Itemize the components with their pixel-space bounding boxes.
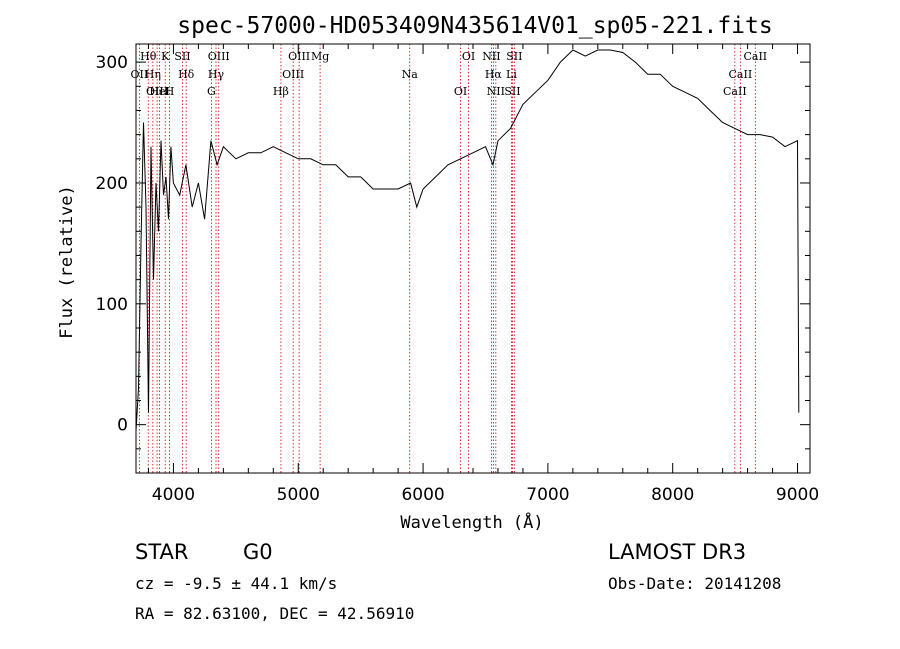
line-marker-label: Mg [311, 50, 329, 63]
line-marker-label: SII [504, 85, 520, 98]
x-tick-label: 5000 [277, 485, 320, 505]
x-tick-label: 9000 [776, 485, 819, 505]
survey-name: LAMOST DR3 [608, 540, 747, 564]
line-marker-label: HeI [149, 85, 169, 98]
line-marker-label: Hγ [208, 68, 225, 81]
line-marker-labels: HθOIIOIIIKHδHeISIIHηHOIIIHγGOIIIOIIIHβMg… [131, 50, 768, 98]
line-marker-label: OII [131, 68, 149, 81]
line-marker-label: H [165, 85, 175, 98]
line-marker-label: Hη [145, 68, 161, 81]
y-tick-label: 0 [117, 416, 128, 436]
line-marker-label: OIII [146, 85, 168, 98]
axis-ticks: 4000 5000 6000 7000 8000 9000 0 100 200 300 [96, 44, 819, 505]
line-marker-label: Na [402, 68, 419, 81]
x-tick-label: 6000 [401, 485, 444, 505]
x-tick-label: 8000 [651, 485, 694, 505]
line-marker-label: OI [454, 85, 467, 98]
spectrum-series-line [135, 49, 800, 431]
object-class: STAR [135, 540, 189, 564]
line-marker-label: K [161, 50, 170, 63]
plot-frame [135, 43, 811, 474]
line-marker-label: OIII [208, 50, 230, 63]
line-marker-label: OI [462, 50, 475, 63]
line-marker-label: CaII [743, 50, 767, 63]
line-marker-label: NII [487, 85, 505, 98]
y-tick-label: 300 [96, 53, 128, 73]
line-marker-label: G [207, 85, 216, 98]
x-axis-label: Wavelength (Å) [400, 511, 543, 533]
line-marker-label: CaII [729, 68, 753, 81]
line-marker-label: OIII [282, 68, 304, 81]
line-marker-label: CaII [723, 85, 747, 98]
y-tick-label: 200 [96, 174, 128, 194]
y-tick-label: 100 [96, 295, 128, 315]
object-subclass: G0 [243, 540, 273, 564]
observation-date: Obs-Date: 20141208 [608, 574, 782, 593]
x-tick-label: 4000 [152, 485, 195, 505]
line-marker-label: SII [506, 50, 522, 63]
line-marker-label: Hβ [273, 85, 289, 98]
redshift-readout: cz = -9.5 ± 44.1 km/s [135, 574, 338, 593]
line-marker-label: Hα [485, 68, 503, 81]
coordinates-readout: RA = 82.63100, DEC = 42.56910 [135, 604, 415, 623]
line-marker-label: SII [174, 50, 190, 63]
y-axis-label: Flux (relative) [57, 185, 77, 339]
line-marker-label: Hθ [140, 50, 157, 63]
line-marker-label: OIII [288, 50, 310, 63]
x-tick-label: 7000 [526, 485, 569, 505]
chart-title: spec-57000-HD053409N435614V01_sp05-221.f… [177, 13, 772, 39]
line-markers [138, 44, 756, 473]
line-marker-label: Li [506, 68, 517, 81]
line-marker-label: NII [482, 50, 500, 63]
line-marker-label: Hδ [178, 68, 195, 81]
